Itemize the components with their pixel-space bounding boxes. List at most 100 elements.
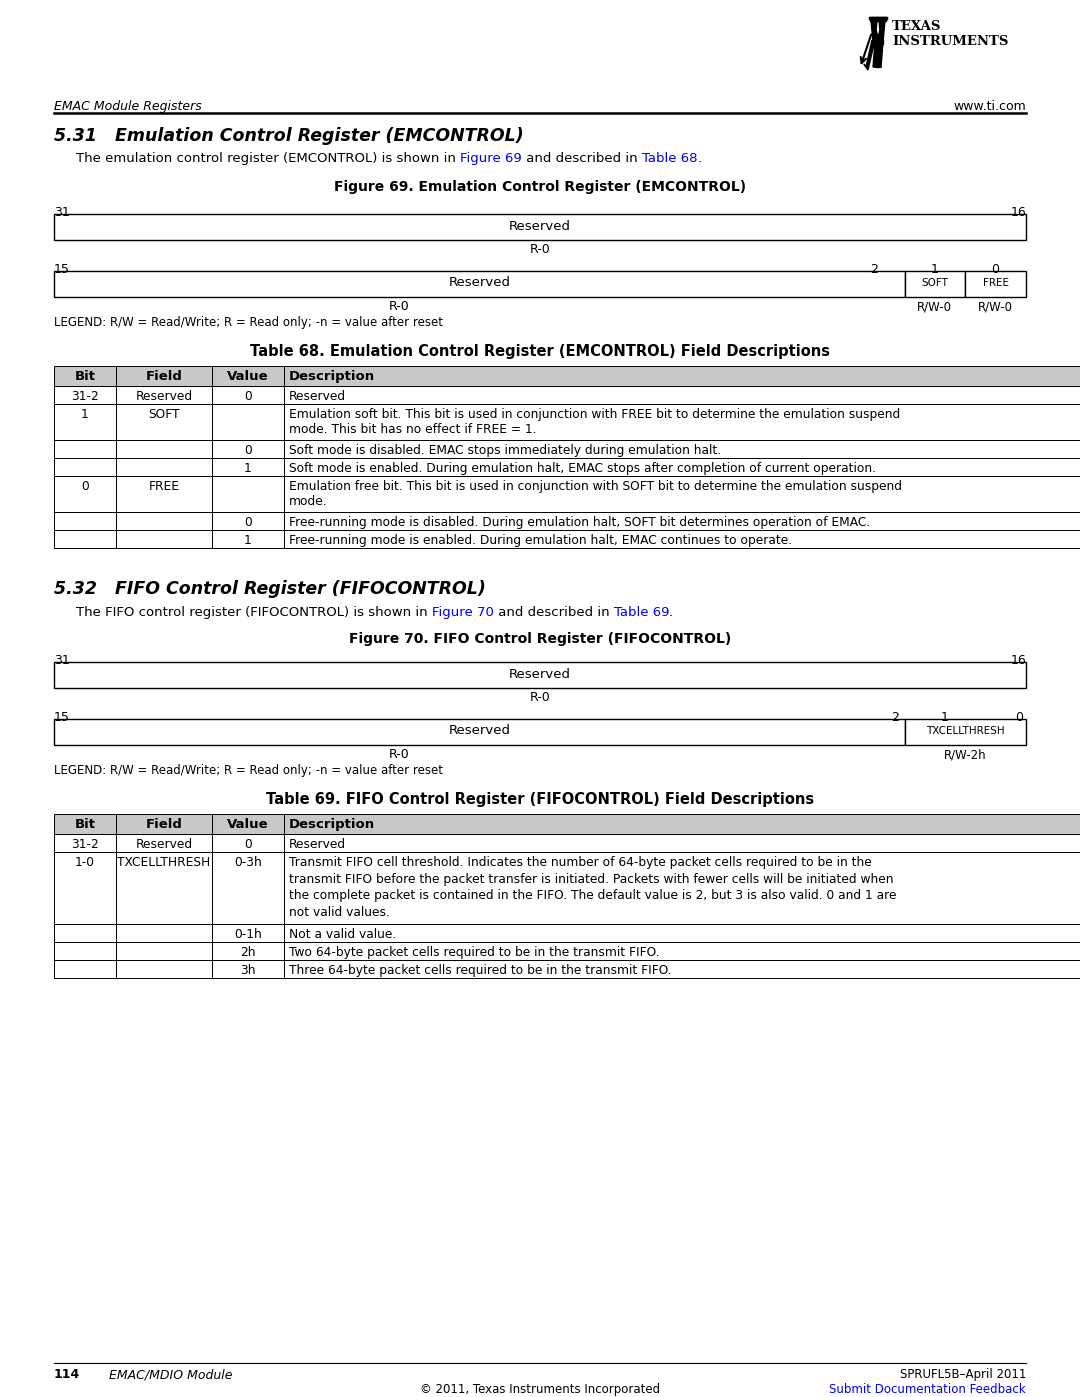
- Text: and described in: and described in: [522, 152, 642, 165]
- Text: LEGEND: R/W = Read/Write; R = Read only; -n = value after reset: LEGEND: R/W = Read/Write; R = Read only;…: [54, 764, 443, 777]
- Text: mode. This bit has no effect if FREE = 1.: mode. This bit has no effect if FREE = 1…: [289, 423, 537, 436]
- Polygon shape: [864, 41, 874, 70]
- Polygon shape: [873, 41, 883, 43]
- Bar: [966, 271, 1026, 298]
- Bar: [54, 662, 1026, 687]
- Bar: [284, 529, 1080, 548]
- Polygon shape: [879, 20, 885, 42]
- Bar: [284, 834, 1080, 852]
- Text: Reserved: Reserved: [448, 725, 510, 738]
- Bar: [54, 366, 116, 386]
- Text: Reserved: Reserved: [289, 838, 346, 851]
- Bar: [284, 814, 1080, 834]
- Bar: [54, 476, 116, 511]
- Text: 1: 1: [244, 462, 252, 475]
- Text: 2: 2: [892, 711, 900, 724]
- Text: 0: 0: [244, 444, 252, 457]
- Bar: [212, 366, 284, 386]
- Text: R-0: R-0: [529, 692, 551, 704]
- Text: R-0: R-0: [389, 747, 409, 761]
- Bar: [116, 942, 212, 960]
- Text: Field: Field: [146, 370, 183, 383]
- Polygon shape: [873, 42, 879, 67]
- Bar: [212, 476, 284, 511]
- Text: .: .: [698, 152, 701, 165]
- Bar: [54, 942, 116, 960]
- Text: www.ti.com: www.ti.com: [954, 101, 1026, 113]
- Text: Table 69. FIFO Control Register (FIFOCONTROL) Field Descriptions: Table 69. FIFO Control Register (FIFOCON…: [266, 792, 814, 807]
- Text: Bit: Bit: [75, 370, 95, 383]
- Text: 1: 1: [941, 711, 948, 724]
- Text: .: .: [670, 606, 673, 619]
- Bar: [212, 923, 284, 942]
- Bar: [116, 814, 212, 834]
- Text: R-0: R-0: [529, 243, 551, 256]
- Text: Free-running mode is enabled. During emulation halt, EMAC continues to operate.: Free-running mode is enabled. During emu…: [289, 534, 792, 548]
- Text: Reserved: Reserved: [289, 390, 346, 402]
- Bar: [116, 458, 212, 476]
- Text: Field: Field: [146, 819, 183, 831]
- Bar: [54, 960, 116, 978]
- Text: Three 64-byte packet cells required to be in the transmit FIFO.: Three 64-byte packet cells required to b…: [289, 964, 672, 977]
- Bar: [284, 458, 1080, 476]
- Bar: [54, 440, 116, 458]
- Text: the complete packet is contained in the FIFO. The default value is 2, but 3 is a: the complete packet is contained in the …: [289, 888, 896, 902]
- Bar: [116, 511, 212, 529]
- Text: 0: 0: [991, 263, 1000, 277]
- Bar: [116, 440, 212, 458]
- Text: Table 68: Table 68: [642, 152, 698, 165]
- Text: 1: 1: [81, 408, 89, 420]
- Text: © 2011, Texas Instruments Incorporated: © 2011, Texas Instruments Incorporated: [420, 1383, 660, 1396]
- Bar: [54, 719, 905, 745]
- Polygon shape: [870, 20, 877, 42]
- Text: Reserved: Reserved: [448, 277, 510, 289]
- Text: 0: 0: [81, 481, 89, 493]
- Bar: [54, 814, 116, 834]
- Text: Table 69: Table 69: [613, 606, 670, 619]
- Text: TEXAS
INSTRUMENTS: TEXAS INSTRUMENTS: [892, 20, 1009, 47]
- Text: 31-2: 31-2: [71, 390, 99, 402]
- Text: SPRUFL5B–April 2011: SPRUFL5B–April 2011: [900, 1368, 1026, 1382]
- Bar: [54, 271, 905, 298]
- Bar: [116, 529, 212, 548]
- Text: TXCELLTHRESH: TXCELLTHRESH: [926, 726, 1004, 736]
- Text: EMAC Module Registers: EMAC Module Registers: [54, 101, 202, 113]
- Text: 114: 114: [54, 1368, 80, 1382]
- Bar: [54, 458, 116, 476]
- Text: 3h: 3h: [240, 964, 256, 977]
- Text: R/W-2h: R/W-2h: [944, 747, 986, 761]
- Text: 1: 1: [931, 263, 939, 277]
- Text: Value: Value: [227, 370, 269, 383]
- Text: Soft mode is disabled. EMAC stops immediately during emulation halt.: Soft mode is disabled. EMAC stops immedi…: [289, 444, 721, 457]
- Text: 15: 15: [54, 711, 70, 724]
- Bar: [54, 923, 116, 942]
- Bar: [54, 511, 116, 529]
- Bar: [284, 852, 1080, 923]
- Bar: [212, 942, 284, 960]
- Text: Figure 70: Figure 70: [432, 606, 494, 619]
- Text: EMAC/MDIO Module: EMAC/MDIO Module: [109, 1368, 232, 1382]
- Bar: [212, 386, 284, 404]
- Bar: [116, 834, 212, 852]
- Bar: [905, 719, 1026, 745]
- Text: Not a valid value.: Not a valid value.: [289, 928, 396, 942]
- Text: FREE: FREE: [983, 278, 1009, 288]
- Text: Reserved: Reserved: [135, 390, 192, 402]
- Bar: [54, 404, 116, 440]
- Text: Figure 70. FIFO Control Register (FIFOCONTROL): Figure 70. FIFO Control Register (FIFOCO…: [349, 631, 731, 645]
- Text: Submit Documentation Feedback: Submit Documentation Feedback: [829, 1383, 1026, 1396]
- Bar: [116, 476, 212, 511]
- Bar: [116, 923, 212, 942]
- Text: 31-2: 31-2: [71, 838, 99, 851]
- Text: SOFT: SOFT: [148, 408, 179, 420]
- Bar: [212, 440, 284, 458]
- Text: 5.32   FIFO Control Register (FIFOCONTROL): 5.32 FIFO Control Register (FIFOCONTROL): [54, 580, 486, 598]
- Text: R/W-0: R/W-0: [917, 300, 953, 313]
- Bar: [54, 214, 1026, 240]
- Bar: [284, 923, 1080, 942]
- Text: 1: 1: [244, 534, 252, 548]
- Text: 0: 0: [244, 838, 252, 851]
- Text: Description: Description: [289, 370, 375, 383]
- Text: The FIFO control register (FIFOCONTROL) is shown in: The FIFO control register (FIFOCONTROL) …: [76, 606, 432, 619]
- Text: R-0: R-0: [389, 300, 409, 313]
